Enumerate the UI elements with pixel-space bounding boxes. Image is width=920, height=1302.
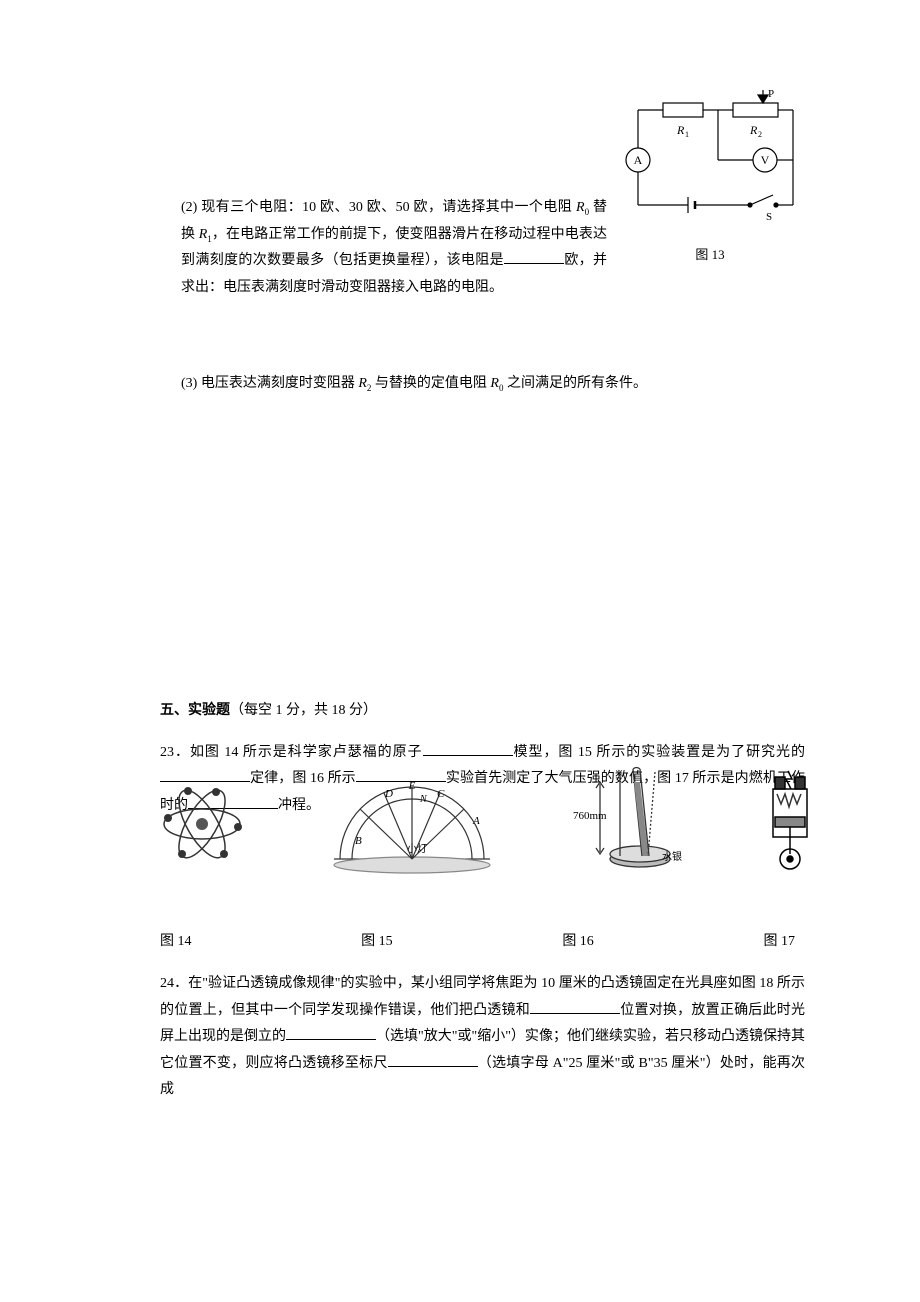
circuit-svg: A V R 1 R 2 P S [618,90,803,230]
q22-3-text-b: 之间满足的所有条件。 [503,376,647,391]
svg-text:R: R [749,123,758,137]
svg-text:N: N [419,794,428,805]
fig-caption-row: 图 14 图 15 图 16 图 17 [160,929,805,956]
blank-atom-model [423,741,513,756]
torricelli-icon: 760mm 水银 [570,764,685,874]
q22-2-text-a: (2) 现有三个电阻：10 欧、30 欧、50 欧，请选择其中一个电阻 [181,200,576,215]
svg-text:P: P [768,90,774,100]
figure-row-23: E D C N A B 小灯 [150,764,825,885]
fig15-protractor: E D C N A B 小灯 [325,779,500,885]
svg-text:2: 2 [758,130,762,139]
blank-position [388,1052,478,1067]
svg-text:S: S [766,211,772,223]
svg-text:D: D [384,788,393,800]
q22-3-text-a: (3) 电压表达满刻度时变阻器 [181,376,358,391]
circuit-figure: A V R 1 R 2 P S 图 13 [615,90,805,267]
q23: 23．如图 14 所示是科学家卢瑟福的原子模型，图 15 所示的实验装置是为了研… [160,740,805,820]
circuit-caption: 图 13 [615,243,805,268]
fig15-caption: 图 15 [361,929,393,956]
blank-image-type [286,1025,376,1040]
svg-text:C: C [437,788,445,800]
q24: 24．在"验证凸透镜成像规律"的实验中，某小组同学将焦距为 10 厘米的凸透镜固… [160,971,805,1104]
svg-text:A: A [472,815,480,827]
svg-text:B: B [355,835,362,847]
page-content: A V R 1 R 2 P S 图 13 (2) 现有三个电阻：10 欧、30 … [0,0,920,1174]
svg-text:水银: 水银 [662,850,682,863]
svg-text:E: E [408,780,416,792]
svg-text:760mm: 760mm [573,810,607,822]
q23-num: 23． [160,745,190,760]
q24-num: 24． [160,976,188,991]
blank-swap [530,999,620,1014]
fig17-caption: 图 17 [763,929,795,956]
protractor-icon: E D C N A B 小灯 [325,779,500,874]
fig14-caption: 图 14 [160,929,192,956]
q22-part3: (3) 电压表达满刻度时变阻器 R2 与替换的定值电阻 R0 之间满足的所有条件… [160,371,805,398]
engine-icon [755,769,825,874]
svg-text:小灯: 小灯 [407,843,427,855]
svg-text:1: 1 [685,130,689,139]
fig16-caption: 图 16 [562,929,594,956]
svg-text:R: R [676,123,685,137]
fig14-atom [150,774,255,885]
section-5-header: 五、实验题（每空 1 分，共 18 分） [160,698,805,725]
fig16-torricelli: 760mm 水银 [570,764,685,885]
svg-text:A: A [633,153,642,167]
svg-text:V: V [760,153,769,167]
blank-resistance [504,249,564,264]
atom-icon [150,774,255,874]
fig17-engine [755,769,825,885]
